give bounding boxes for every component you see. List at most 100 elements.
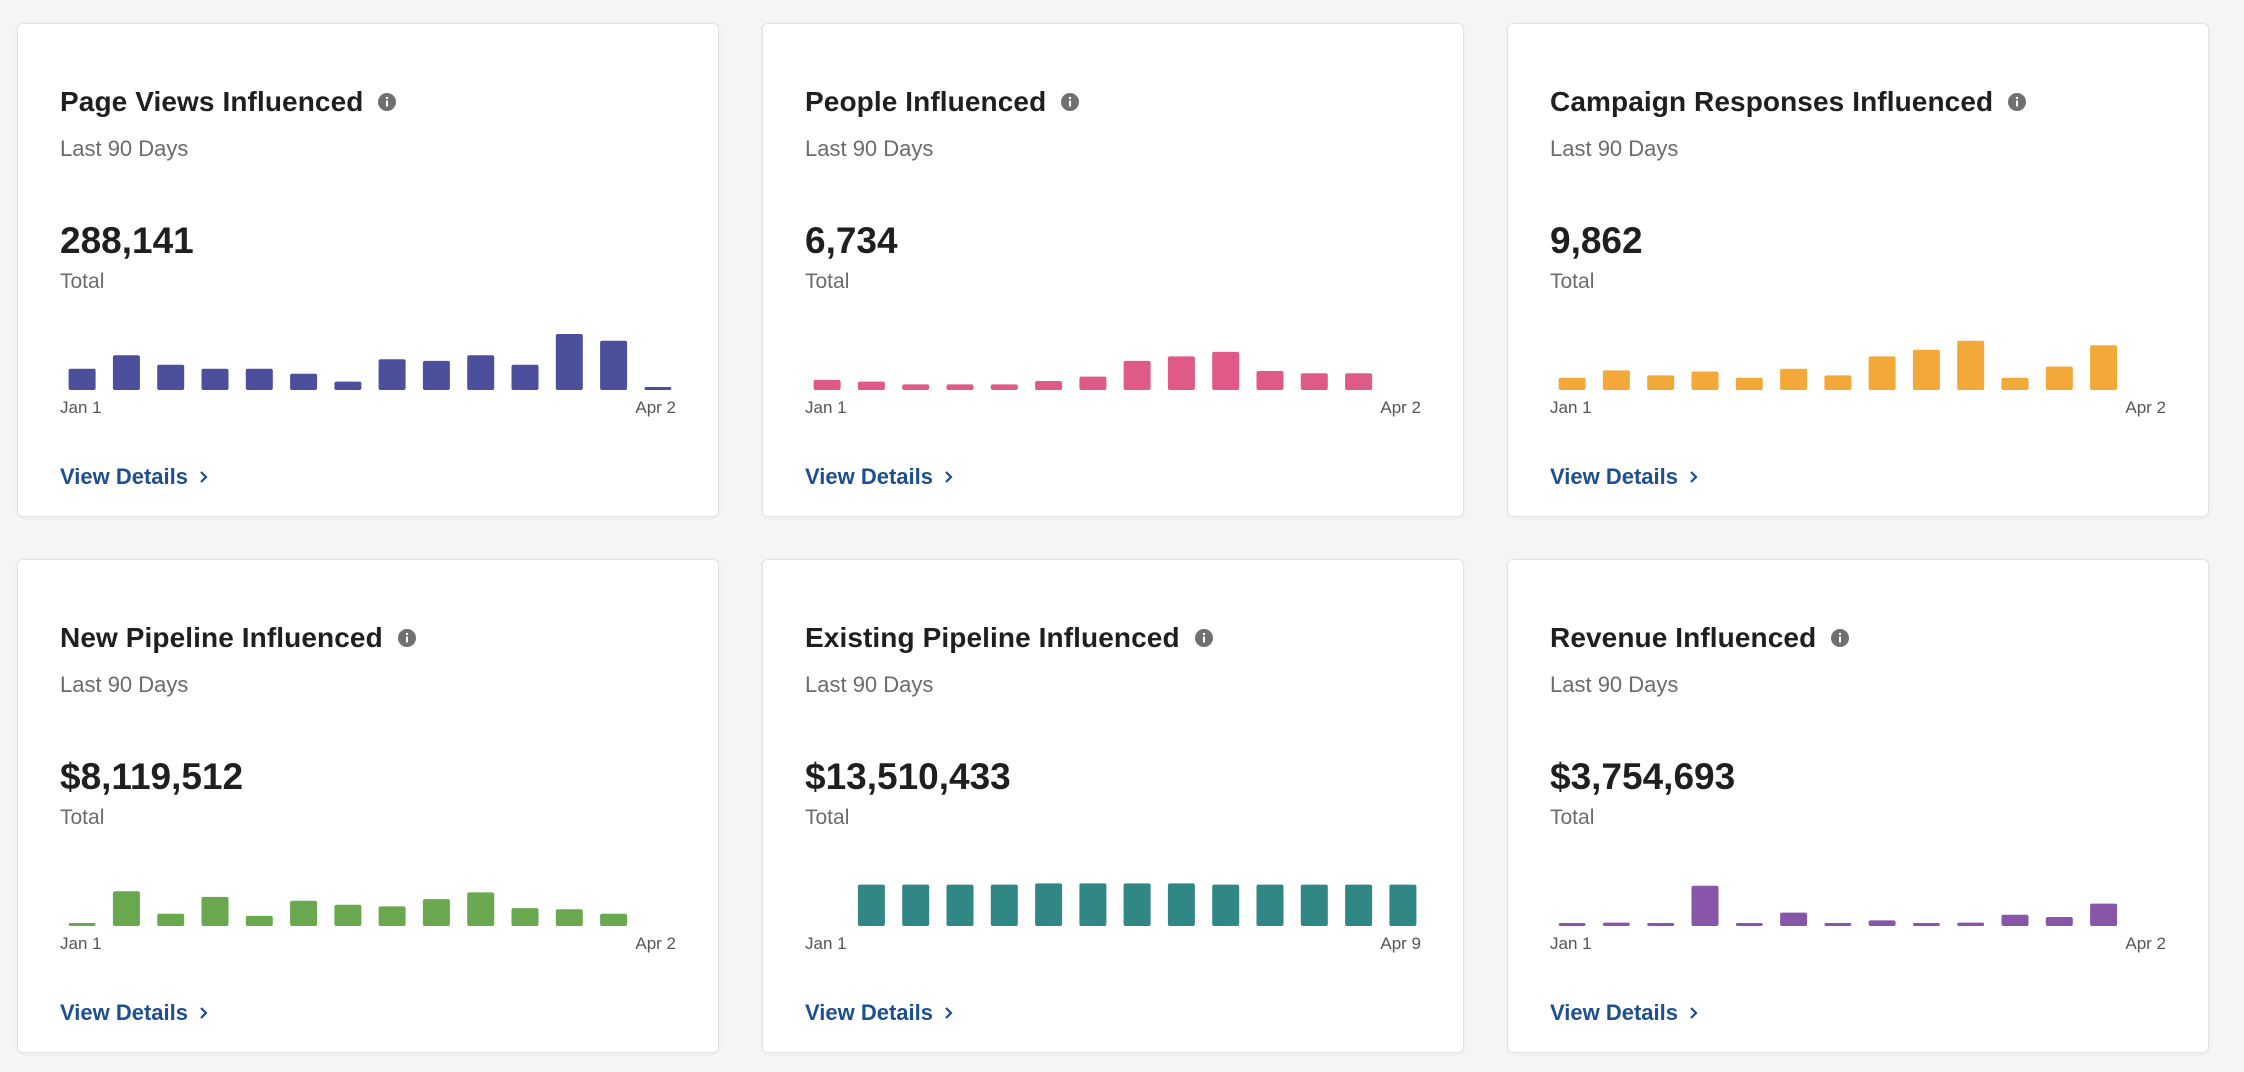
- info-icon[interactable]: [377, 92, 397, 112]
- chart-bar: [157, 364, 185, 390]
- chart-bar: [1957, 922, 1985, 926]
- view-details-link[interactable]: View Details: [1550, 464, 1698, 490]
- metric-card-existing-pipeline: Existing Pipeline Influenced Last 90 Day…: [762, 559, 1464, 1053]
- card-total-value: 288,141: [60, 220, 194, 261]
- chart-bar: [1558, 377, 1586, 390]
- card-total-label: Total: [805, 270, 850, 293]
- chart-bar: [1035, 381, 1063, 390]
- axis-end-label: Apr 2: [2125, 398, 2166, 417]
- chart-bar: [290, 900, 318, 926]
- chart-bar: [201, 368, 229, 390]
- chart-bar: [422, 899, 450, 926]
- chart-bar: [1212, 351, 1240, 390]
- view-details-link[interactable]: View Details: [805, 1000, 953, 1026]
- chart-bar: [1300, 884, 1328, 926]
- card-title: Campaign Responses Influenced: [1550, 86, 1994, 117]
- metric-card-campaign-responses: Campaign Responses Influenced Last 90 Da…: [1507, 23, 2209, 517]
- view-details-link[interactable]: View Details: [1550, 1000, 1698, 1026]
- chart-bar: [1300, 373, 1328, 390]
- chart-bar: [1824, 923, 1852, 926]
- chart-bar: [2001, 914, 2029, 926]
- chart-bar: [422, 360, 450, 390]
- card-period: Last 90 Days: [805, 672, 934, 697]
- view-details-label: View Details: [1550, 464, 1678, 489]
- chart-bar: [1389, 884, 1417, 926]
- card-total-value: $13,510,433: [805, 756, 1011, 797]
- card-total-label: Total: [805, 806, 850, 829]
- card-title: New Pipeline Influenced: [60, 622, 383, 653]
- chart-bar: [1256, 884, 1284, 926]
- chart-bar: [1912, 349, 1940, 390]
- chart-bar: [1735, 377, 1763, 390]
- chart-bar: [290, 373, 318, 390]
- chart-bar: [1212, 884, 1240, 926]
- card-title-row: Revenue Influenced: [1550, 622, 1850, 654]
- chart-bar: [1123, 360, 1151, 390]
- view-details-label: View Details: [60, 464, 188, 489]
- chart-bar: [1647, 923, 1675, 926]
- axis-start-label: Jan 1: [60, 398, 102, 417]
- chart-bar: [68, 923, 96, 926]
- sparkline-bar-chart: [68, 891, 628, 926]
- info-icon[interactable]: [397, 628, 417, 648]
- axis-start-label: Jan 1: [805, 934, 847, 953]
- chart-bar: [245, 368, 273, 390]
- card-total-label: Total: [60, 806, 105, 829]
- chart-bar: [1735, 923, 1763, 926]
- chart-bar: [1780, 368, 1808, 390]
- chart-bar: [1345, 884, 1373, 926]
- chart-bar: [2045, 366, 2073, 390]
- chart-bar: [467, 355, 495, 390]
- card-total-value: $3,754,693: [1550, 756, 1736, 797]
- info-icon[interactable]: [2007, 92, 2027, 112]
- view-details-link[interactable]: View Details: [60, 464, 208, 490]
- chevron-right-icon: [1690, 471, 1698, 483]
- chart-bar: [902, 884, 930, 926]
- view-details-label: View Details: [805, 1000, 933, 1025]
- chart-bar: [68, 368, 96, 390]
- chart-bar: [245, 915, 273, 926]
- sparkline-bar-chart: [1558, 885, 2118, 926]
- chart-bar: [1079, 883, 1107, 926]
- metric-card-new-pipeline: New Pipeline Influenced Last 90 Days $8,…: [17, 559, 719, 1053]
- chart-bar: [813, 379, 841, 390]
- card-total-value: 6,734: [805, 220, 898, 261]
- card-period: Last 90 Days: [805, 136, 934, 161]
- chart-bar: [1691, 371, 1719, 390]
- metric-card-page-views: Page Views Influenced Last 90 Days 288,1…: [17, 23, 719, 517]
- metric-card-revenue: Revenue Influenced Last 90 Days $3,754,6…: [1507, 559, 2209, 1053]
- card-period: Last 90 Days: [1550, 672, 1679, 697]
- chevron-right-icon: [1690, 1007, 1698, 1019]
- chart-bar: [1558, 923, 1586, 926]
- chart-bar: [2045, 917, 2073, 926]
- chart-bar: [644, 387, 672, 390]
- card-title: Existing Pipeline Influenced: [805, 622, 1180, 653]
- chart-bar: [1647, 375, 1675, 390]
- chart-bar: [600, 913, 628, 926]
- chart-bar: [1167, 356, 1195, 390]
- card-period: Last 90 Days: [60, 672, 189, 697]
- axis-end-label: Apr 2: [2125, 934, 2166, 953]
- axis-end-label: Apr 9: [1380, 934, 1421, 953]
- chart-bar: [946, 384, 974, 390]
- chart-bar: [112, 891, 140, 926]
- chart-bar: [1256, 371, 1284, 390]
- chart-bar: [990, 884, 1018, 926]
- axis-end-label: Apr 2: [1380, 398, 1421, 417]
- chart-bar: [378, 906, 406, 926]
- metric-card-people: People Influenced Last 90 Days 6,734 Tot…: [762, 23, 1464, 517]
- sparkline-bar-chart: [68, 334, 672, 390]
- chart-bar: [1691, 885, 1719, 926]
- info-icon[interactable]: [1194, 628, 1214, 648]
- info-icon[interactable]: [1830, 628, 1850, 648]
- chart-bar: [902, 384, 930, 390]
- card-period: Last 90 Days: [60, 136, 189, 161]
- card-total-value: 9,862: [1550, 220, 1643, 261]
- view-details-link[interactable]: View Details: [60, 1000, 208, 1026]
- chart-bar: [334, 381, 362, 390]
- info-icon[interactable]: [1060, 92, 1080, 112]
- view-details-link[interactable]: View Details: [805, 464, 953, 490]
- chart-bar: [378, 359, 406, 390]
- axis-start-label: Jan 1: [1550, 934, 1592, 953]
